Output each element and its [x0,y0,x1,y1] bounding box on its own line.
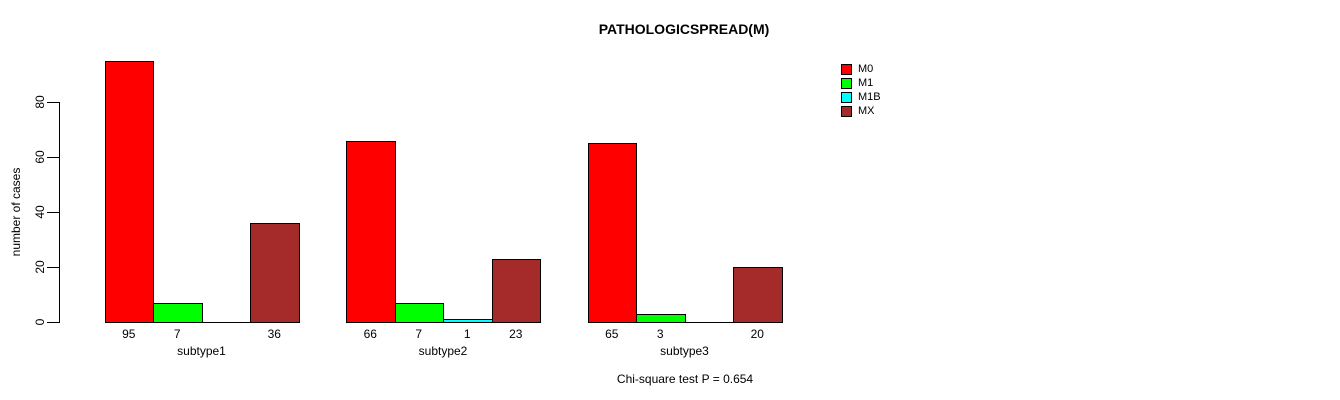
bar-M0-subtype2 [346,140,396,323]
bar-value-label: 3 [656,327,664,341]
chi-square-annotation: Chi-square test P = 0.654 [616,372,754,386]
legend-swatch-M1 [841,78,852,89]
bar-value-label: 65 [605,327,619,341]
bar-M1-subtype1 [153,302,203,323]
bar-value-label: 7 [415,327,423,341]
bar-M0-subtype1 [104,60,154,323]
y-tick-mark [47,267,59,268]
bar-value-label: 7 [173,327,181,341]
bar-M1B-subtype2 [443,319,493,323]
legend-label: M1B [858,91,881,103]
bar-M1B-subtype1 [201,322,251,323]
bar-value-label: 36 [267,327,281,341]
legend-label: MX [858,105,875,117]
category-label-subtype1: subtype1 [177,344,226,358]
y-tick-mark [47,102,59,103]
legend-swatch-M0 [841,64,852,75]
bar-M1-subtype3 [636,313,686,323]
legend-item-M0: M0 [841,64,881,75]
y-tick-mark [47,157,59,158]
legend-item-M1: M1 [841,78,881,89]
bar-MX-subtype1 [250,223,300,323]
bar-value-label: 95 [122,327,136,341]
y-tick-mark [47,212,59,213]
bar-value-label: 20 [750,327,764,341]
y-tick-mark [47,322,59,323]
bar-M1-subtype2 [394,302,444,323]
bar-value-label: 23 [509,327,523,341]
legend-item-M1B: M1B [841,92,881,103]
bar-MX-subtype3 [733,267,783,323]
bar-M0-subtype3 [587,143,637,323]
legend-label: M0 [858,63,874,75]
legend-swatch-MX [841,106,852,117]
category-label-subtype3: subtype3 [660,344,709,358]
legend: M0 M1 M1B MX [841,64,881,120]
bar-M1B-subtype3 [684,322,734,323]
legend-label: M1 [858,77,874,89]
bar-value-label: 1 [463,327,471,341]
bar-value-label: 66 [363,327,377,341]
legend-item-MX: MX [841,106,881,117]
category-label-subtype2: subtype2 [418,344,468,358]
legend-swatch-M1B [841,92,852,103]
bar-MX-subtype2 [491,258,541,323]
chart-title: PATHOLOGICSPREAD(M) [598,21,770,37]
y-axis-line [59,102,60,323]
